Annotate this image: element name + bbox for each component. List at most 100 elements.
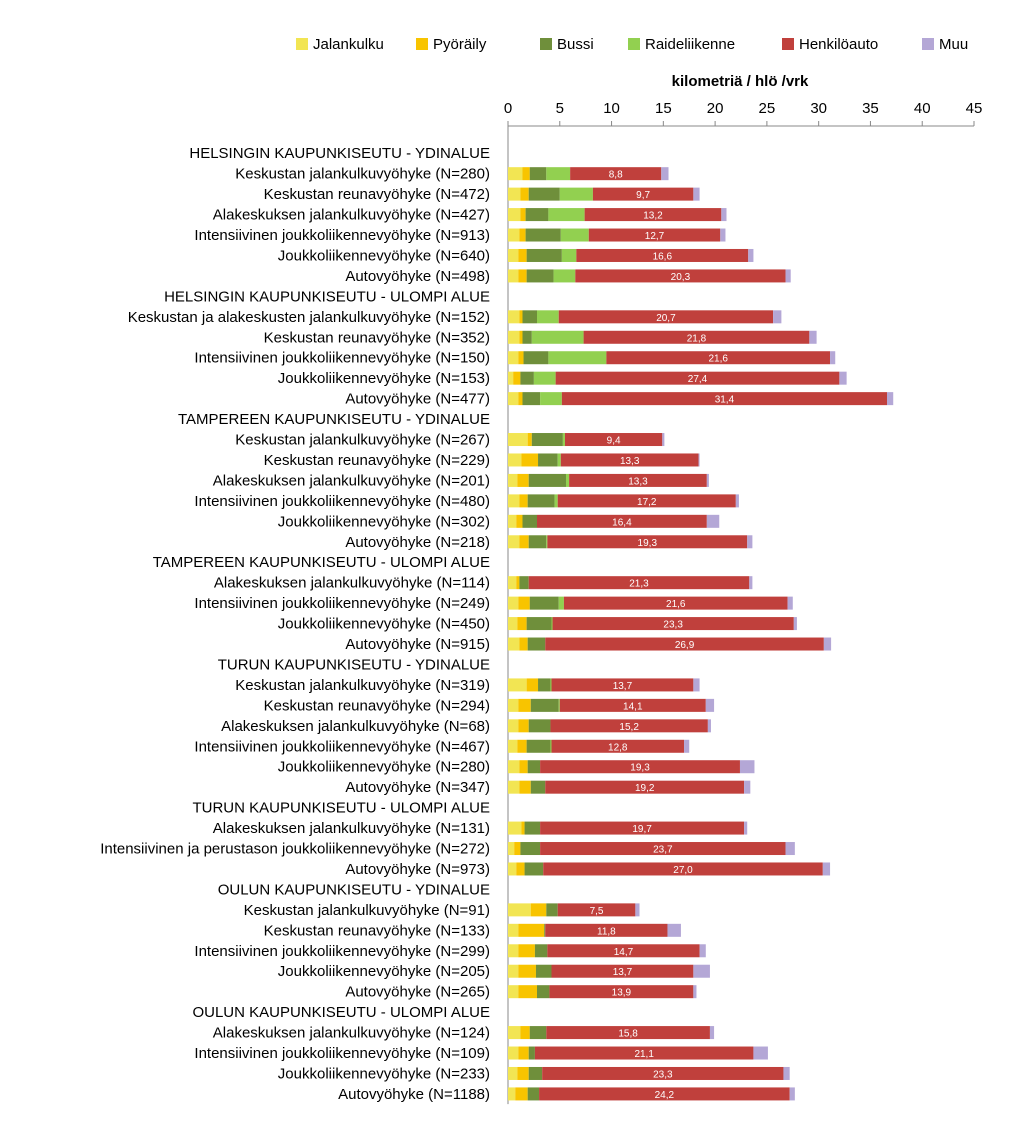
bar-segment-muu [706,473,709,487]
bar-segment-jalankulku [508,351,519,365]
bar-data-label: 26,9 [675,640,695,651]
bar-segment-bussi [522,330,532,344]
bar-segment-henkil-auto [547,944,700,958]
bar-data-label: 11,8 [597,926,616,937]
bar-data-label: 19,7 [632,824,652,835]
legend-label-muu: Muu [939,36,968,53]
x-tick-label: 10 [603,100,620,117]
group-header: TURUN KAUPUNKISEUTU - ULOMPI ALUE [192,800,490,817]
bar-segment-py-r-ily [514,842,521,856]
bar-segment-muu [735,494,739,508]
category-label: Alakeskuksen jalankulkuvyöhyke (N=427) [213,207,490,224]
bar-segment-henkil-auto [560,453,699,467]
bar-data-label: 9,4 [607,436,621,447]
bar-segment-henkil-auto [528,576,750,590]
bar-segment-raideliikenne [546,167,571,181]
legend-swatch-jalankulku [296,38,308,50]
bar-segment-bussi [522,392,541,406]
group-header: TURUN KAUPUNKISEUTU - YDINALUE [218,656,490,673]
bar-segment-bussi [520,371,534,385]
bar-segment-jalankulku [508,208,521,222]
bar-data-label: 8,8 [609,170,623,181]
category-label: Joukkoliikennevyöhyke (N=153) [278,370,490,387]
bar-segment-py-r-ily [520,208,526,222]
bar-segment-py-r-ily [517,739,527,753]
bar-segment-bussi [526,269,554,283]
x-tick-label: 20 [707,100,724,117]
category-label: Keskustan reunavyöhyke (N=133) [264,922,490,939]
bar-segment-jalankulku [508,535,520,549]
bar-segment-bussi [526,617,552,631]
bar-segment-henkil-auto [545,923,668,937]
group-header: OULUN KAUPUNKISEUTU - ULOMPI ALUE [192,1004,490,1021]
bar-segment-muu [753,1046,768,1060]
bar-segment-henkil-auto [540,760,740,774]
bar-segment-py-r-ily [520,1026,530,1040]
bar-segment-jalankulku [508,698,519,712]
bar-segment-jalankulku [508,310,520,324]
bar-segment-py-r-ily [519,494,528,508]
bar-segment-py-r-ily [516,576,520,590]
bar-segment-henkil-auto [563,596,788,610]
bar-data-label: 13,3 [620,456,640,467]
bar-segment-jalankulku [508,862,517,876]
bar-segment-py-r-ily [518,269,527,283]
bar-segment-henkil-auto [545,637,824,651]
category-label: Keskustan reunavyöhyke (N=294) [264,697,490,714]
bar-segment-henkil-auto [559,698,706,712]
bar-segment-bussi [528,535,547,549]
bar-segment-muu [662,433,665,447]
bar-segment-jalankulku [508,944,519,958]
category-label: Autovyöhyke (N=973) [345,861,490,878]
legend-swatch-py-r-ily [416,38,428,50]
bar-segment-henkil-auto [584,208,722,222]
bar-data-label: 13,7 [613,967,633,978]
bar-segment-raideliikenne [548,208,585,222]
bar-segment-muu [748,248,754,262]
bar-segment-bussi [519,576,529,590]
bar-segment-bussi [525,208,549,222]
bar-segment-py-r-ily [522,167,530,181]
bar-segment-jalankulku [508,1066,518,1080]
bar-data-label: 21,8 [687,333,707,344]
bar-segment-jalankulku [508,473,518,487]
bars: 8,89,713,212,716,620,320,721,821,627,431… [508,167,894,1101]
bar-segment-muu [785,269,791,283]
bar-segment-muu [705,698,715,712]
bar-segment-bussi [538,678,551,692]
legend-label-henkil-auto: Henkilöauto [799,36,878,53]
bar-segment-muu [707,719,711,733]
bar-segment-muu [822,862,831,876]
bar-data-label: 13,7 [613,681,633,692]
group-header: TAMPEREEN KAUPUNKISEUTU - YDINALUE [178,411,490,428]
bar-segment-bussi [534,944,548,958]
bar-segment-henkil-auto [570,167,662,181]
bar-segment-bussi [536,985,550,999]
category-label: Intensiivinen joukkoliikennevyöhyke (N=4… [194,738,490,755]
bar-segment-bussi [530,698,559,712]
bar-segment-py-r-ily [518,392,523,406]
category-label: Alakeskuksen jalankulkuvyöhyke (N=131) [213,820,490,837]
bar-segment-jalankulku [508,269,519,283]
bar-segment-py-r-ily [521,453,539,467]
bar-segment-py-r-ily [519,228,526,242]
bar-segment-muu [721,208,727,222]
x-tick-label: 30 [810,100,827,117]
bar-segment-py-r-ily [519,535,529,549]
bar-segment-henkil-auto [575,269,786,283]
bar-data-label: 16,4 [612,517,632,528]
bar-segment-py-r-ily [526,678,539,692]
bar-segment-henkil-auto [583,330,810,344]
bar-segment-muu [667,923,681,937]
bar-segment-raideliikenne [562,433,565,447]
category-label: Joukkoliikennevyöhyke (N=233) [278,1065,490,1082]
bar-segment-henkil-auto [534,1046,754,1060]
bar-segment-raideliikenne [558,596,564,610]
bar-segment-henkil-auto [576,248,749,262]
bar-segment-py-r-ily [519,310,523,324]
bar-segment-py-r-ily [518,1046,529,1060]
category-label: Autovyöhyke (N=1188) [338,1086,490,1103]
bar-segment-raideliikenne [561,248,577,262]
bar-segment-jalankulku [508,780,520,794]
